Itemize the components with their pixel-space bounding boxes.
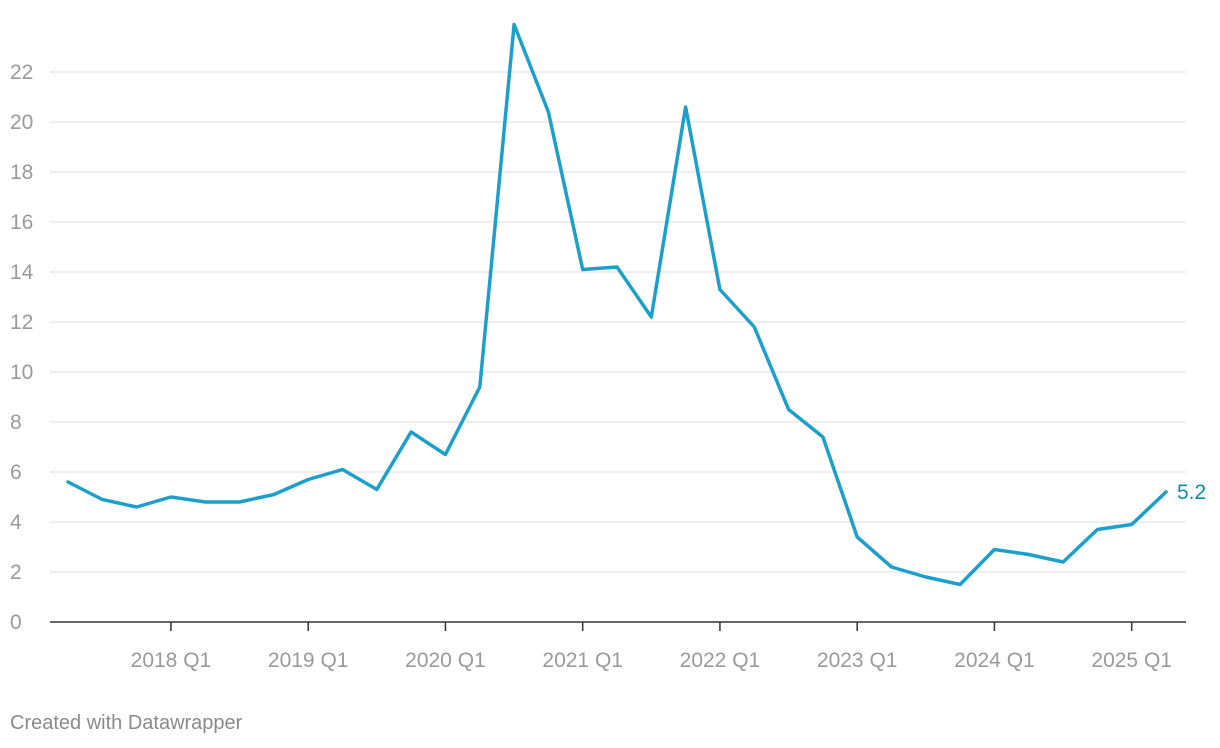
y-tick-label: 22: [10, 61, 33, 84]
end-value-label: 5.2: [1177, 481, 1206, 504]
y-tick-label: 20: [10, 111, 33, 134]
x-tick-label: 2019 Q1: [268, 649, 349, 672]
datawrapper-credit: Created with Datawrapper: [10, 712, 243, 734]
y-tick-label: 16: [10, 211, 33, 234]
y-axis-tick-labels: 0 2 4 6 8 10 12 14 16 18 20 22: [10, 61, 34, 634]
y-tick-label: 12: [10, 311, 33, 334]
y-tick-label: 6: [10, 461, 22, 484]
y-tick-label: 10: [10, 361, 33, 384]
x-axis: 2018 Q1 2019 Q1 2020 Q1 2021 Q1 2022 Q1 2023 …: [50, 621, 1186, 672]
x-tick-label: 2020 Q1: [405, 649, 486, 672]
y-tick-label: 18: [10, 161, 33, 184]
x-tick-label: 2024 Q1: [954, 649, 1035, 672]
x-tick-label: 2021 Q1: [542, 649, 623, 672]
y-tick-label: 0: [10, 611, 22, 634]
y-tick-label: 2: [10, 561, 22, 584]
y-tick-label: 14: [10, 261, 34, 284]
x-tick-label: 2023 Q1: [817, 649, 898, 672]
y-tick-label: 8: [10, 411, 22, 434]
series-line: [66, 22, 1168, 587]
x-tick-label: 2018 Q1: [131, 649, 212, 672]
y-tick-label: 4: [10, 511, 22, 534]
x-tick-label: 2022 Q1: [680, 649, 761, 672]
x-tick-label: 2025 Q1: [1091, 649, 1172, 672]
data-series: [66, 22, 1168, 587]
gridlines: [50, 71, 1186, 573]
data-labels: 5.2: [1177, 481, 1206, 504]
